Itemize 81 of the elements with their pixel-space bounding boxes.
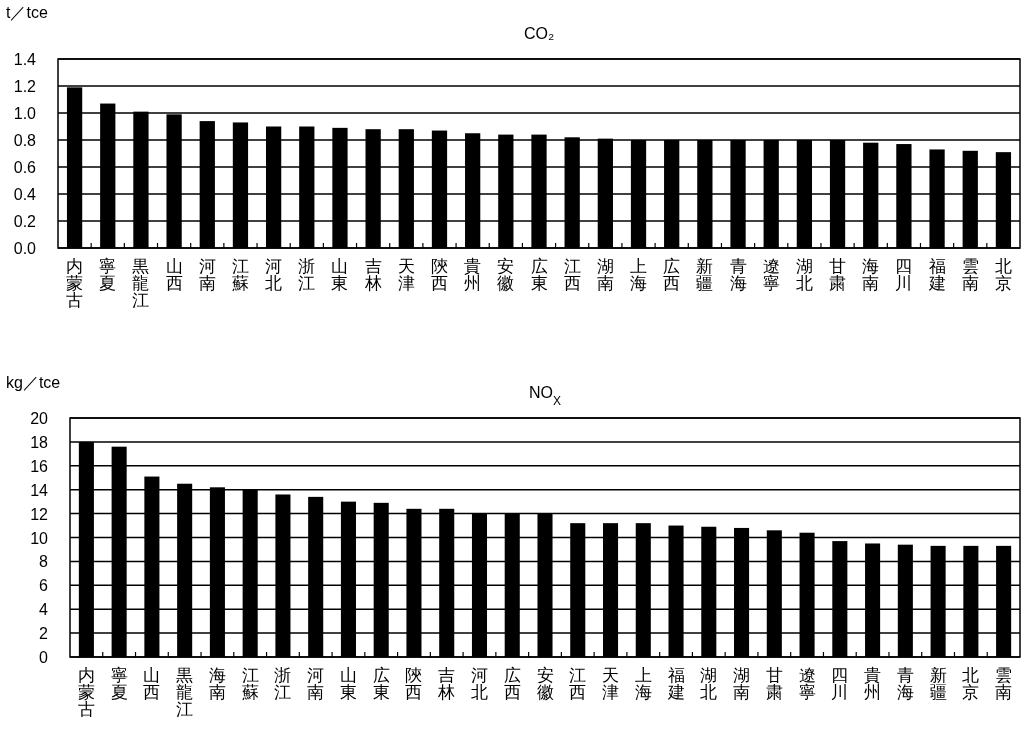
x-tick-label: 貴州 <box>864 666 882 702</box>
y-tick-label: 12 <box>30 505 49 523</box>
x-tick-label: 天津 <box>602 666 620 702</box>
y-tick-label: 20 <box>30 410 49 427</box>
x-tick-label: 福建 <box>927 257 946 293</box>
x-tick-label: 甘粛 <box>765 666 783 702</box>
x-tick-label: 海南 <box>208 666 226 702</box>
x-tick-label: 広西 <box>663 257 681 293</box>
x-tick-label: 内蒙古 <box>66 257 84 310</box>
x-tick-label: 広西 <box>503 666 521 702</box>
x-tick-label: 天津 <box>397 257 415 293</box>
y-tick-label: 0.2 <box>13 213 37 230</box>
y-tick-label: 4 <box>39 601 49 619</box>
y-axis-title: t／tce <box>6 4 48 21</box>
x-tick-label: 黒龍江 <box>132 257 150 310</box>
x-tick-label: 福建 <box>666 666 685 702</box>
x-tick-label: 河南 <box>198 257 216 293</box>
y-tick-label: 2 <box>39 625 49 643</box>
x-tick-label: 浙江 <box>298 257 316 293</box>
x-tick-label: 遼寧 <box>762 257 780 293</box>
y-tick-label: 6 <box>39 577 49 595</box>
y-tick-label: 18 <box>30 433 49 451</box>
x-tick-label: 山西 <box>143 666 161 702</box>
x-tick-label: 江蘇 <box>231 257 249 293</box>
y-tick-label: 0.0 <box>13 240 37 257</box>
x-tick-label: 寧夏 <box>110 666 128 702</box>
x-tick-label: 河南 <box>307 666 325 702</box>
x-tick-label: 黒龍江 <box>176 666 194 719</box>
x-tick-label: 新疆 <box>696 257 714 293</box>
x-tick-label: 四川 <box>895 257 913 293</box>
x-tick-label: 遼寧 <box>798 666 816 702</box>
x-tick-label: 山西 <box>165 257 183 293</box>
x-tick-label: 陝西 <box>405 666 423 702</box>
x-tick-label: 新疆 <box>929 666 947 702</box>
x-tick-label: 広東 <box>530 257 548 293</box>
x-tick-label: 河北 <box>265 257 283 293</box>
chart-title: NO$_{X}$ <box>528 384 562 408</box>
x-tick-label: 江西 <box>563 257 581 293</box>
x-tick-label: 山東 <box>331 257 349 293</box>
x-tick-label: 青海 <box>729 257 747 293</box>
x-tick-label: 青海 <box>896 666 914 702</box>
x-tick-label: 湖北 <box>700 666 718 702</box>
x-tick-label: 安徽 <box>497 257 515 293</box>
y-tick-label: 0 <box>39 649 49 666</box>
x-tick-label: 安徽 <box>536 666 554 702</box>
x-tick-label: 貴州 <box>464 257 482 293</box>
y-tick-label: 1.2 <box>13 78 37 95</box>
y-tick-label: 1.0 <box>13 105 37 122</box>
y-axis-title: kg／tce <box>6 374 61 391</box>
x-tick-label: 寧夏 <box>99 257 117 293</box>
y-tick-label: 0.6 <box>13 159 37 176</box>
y-tick-label: 0.8 <box>13 132 37 149</box>
x-tick-label: 四川 <box>831 666 849 702</box>
x-tick-label: 内蒙古 <box>77 666 95 719</box>
x-tick-label: 海南 <box>862 257 880 293</box>
y-tick-label: 0.4 <box>13 186 37 203</box>
x-tick-label: 河北 <box>470 666 488 702</box>
x-tick-label: 北京 <box>994 257 1012 293</box>
y-tick-label: 16 <box>30 457 49 475</box>
x-tick-label: 雲南 <box>995 666 1013 702</box>
y-tick-label: 10 <box>30 529 49 547</box>
x-tick-label: 湖南 <box>733 666 751 702</box>
x-tick-label: 雲南 <box>961 257 979 293</box>
x-tick-label: 陝西 <box>430 257 448 293</box>
x-tick-label: 湖南 <box>596 257 614 293</box>
x-tick-label: 吉林 <box>363 257 382 293</box>
x-tick-label: 広東 <box>372 666 390 702</box>
x-tick-label: 山東 <box>339 666 357 702</box>
y-tick-label: 14 <box>30 481 49 499</box>
chart-title: CO₂ <box>523 25 555 42</box>
x-tick-label: 北京 <box>962 666 980 702</box>
x-tick-label: 浙江 <box>274 666 292 702</box>
x-tick-label: 上海 <box>634 666 652 702</box>
y-tick-label: 1.4 <box>13 51 37 68</box>
x-tick-label: 甘粛 <box>829 257 847 293</box>
y-tick-label: 8 <box>39 553 49 571</box>
x-tick-label: 江蘇 <box>241 666 259 702</box>
x-tick-label: 江西 <box>569 666 587 702</box>
x-tick-label: 吉林 <box>437 666 456 702</box>
x-tick-label: 上海 <box>630 257 648 293</box>
x-tick-label: 湖北 <box>795 257 813 293</box>
